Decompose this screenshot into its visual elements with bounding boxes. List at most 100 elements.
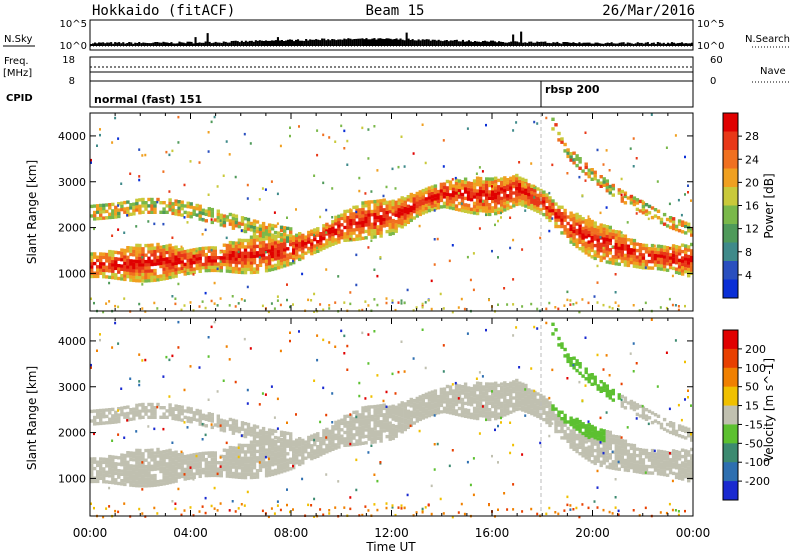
velocity-cell — [578, 426, 582, 430]
power-cell — [252, 225, 257, 230]
power-cell — [111, 209, 115, 213]
velocity-cell — [159, 460, 163, 464]
power-cell — [114, 215, 118, 219]
noise-bar — [570, 42, 573, 46]
power-cell — [418, 190, 422, 194]
velocity-cell — [102, 470, 106, 474]
velocity-cell — [554, 407, 558, 411]
power-cell — [587, 240, 591, 244]
velocity-cell — [198, 416, 202, 420]
power-cell — [451, 187, 456, 191]
velocity-cell — [430, 393, 435, 397]
power-cell — [415, 211, 419, 215]
power-cell — [270, 267, 275, 272]
noise-bar — [268, 40, 271, 46]
noise-bar — [258, 40, 261, 46]
power-cell — [632, 245, 637, 249]
power-cell — [662, 251, 667, 256]
power-cell — [231, 257, 236, 261]
power-cell — [572, 151, 576, 155]
velocity-cell — [563, 433, 567, 437]
power-cell — [614, 239, 618, 243]
velocity-cell — [153, 454, 157, 459]
velocity-cell — [168, 413, 172, 417]
noise-bar — [299, 40, 302, 46]
power-cell — [632, 137, 635, 140]
noise-bar — [381, 38, 384, 46]
power-cell — [684, 231, 688, 235]
velocity-cell — [515, 326, 518, 329]
power-cell — [249, 258, 254, 262]
velocity-cell — [207, 460, 211, 465]
velocity-cell — [518, 394, 522, 398]
power-cell — [207, 210, 211, 214]
power-cell — [587, 230, 591, 235]
power-cell — [605, 225, 609, 229]
velocity-cell — [252, 459, 257, 463]
velocity-cell — [403, 415, 407, 419]
velocity-cell — [328, 429, 332, 433]
power-cell — [102, 216, 106, 220]
power-cell — [141, 269, 145, 273]
power-cell — [671, 223, 676, 227]
velocity-cell — [542, 411, 546, 415]
power-cell — [596, 148, 599, 152]
noise-bar — [317, 39, 320, 46]
velocity-cell — [596, 387, 600, 391]
power-cell — [216, 219, 220, 223]
power-cell — [126, 210, 130, 214]
power-cell — [451, 197, 456, 201]
power-cell — [249, 225, 254, 229]
noise-bar — [264, 40, 267, 46]
power-cell — [171, 236, 174, 239]
power-cell — [177, 260, 181, 265]
power-cell — [656, 209, 661, 213]
power-cell — [264, 225, 269, 230]
velocity-cell — [406, 493, 409, 497]
power-cell — [141, 259, 145, 264]
velocity-cell — [373, 440, 377, 444]
velocity-cell — [240, 447, 245, 451]
power-cell — [662, 212, 667, 217]
power-cell — [258, 247, 263, 251]
velocity-cell — [141, 481, 145, 485]
power-cell — [99, 207, 103, 211]
power-cell — [391, 206, 395, 210]
velocity-cell — [319, 437, 323, 441]
velocity-cell — [406, 409, 410, 413]
velocity-cell — [358, 422, 362, 427]
velocity-cell — [572, 363, 575, 367]
power-cell — [590, 235, 594, 240]
power-cell — [171, 259, 175, 263]
velocity-cell — [243, 472, 248, 477]
velocity-cell — [246, 469, 251, 473]
noise-bar — [345, 39, 348, 46]
velocity-cell — [578, 365, 582, 369]
power-cell — [177, 257, 181, 262]
velocity-cell — [192, 478, 195, 481]
velocity-cell — [542, 398, 546, 403]
velocity-cell — [460, 391, 465, 395]
power-cell — [542, 193, 546, 198]
power-cell — [114, 263, 118, 267]
velocity-cell — [530, 389, 534, 393]
velocity-cell — [361, 416, 365, 420]
power-cell — [283, 229, 287, 233]
power-cell — [656, 263, 661, 268]
power-cell — [138, 266, 142, 270]
velocity-cell — [279, 443, 284, 447]
velocity-cell — [463, 382, 468, 386]
velocity-cell — [289, 331, 291, 334]
power-cell — [319, 241, 323, 245]
power-cell — [337, 227, 341, 231]
power-cell — [671, 250, 676, 254]
noise-bar — [576, 43, 579, 46]
power-cell — [243, 229, 248, 234]
power-cell — [261, 234, 266, 239]
velocity-cell — [159, 457, 163, 461]
power-cell — [433, 190, 438, 195]
velocity-cell — [246, 459, 251, 464]
power-cell — [198, 211, 202, 215]
velocity-cell — [503, 384, 507, 388]
velocity-cell — [557, 423, 561, 427]
